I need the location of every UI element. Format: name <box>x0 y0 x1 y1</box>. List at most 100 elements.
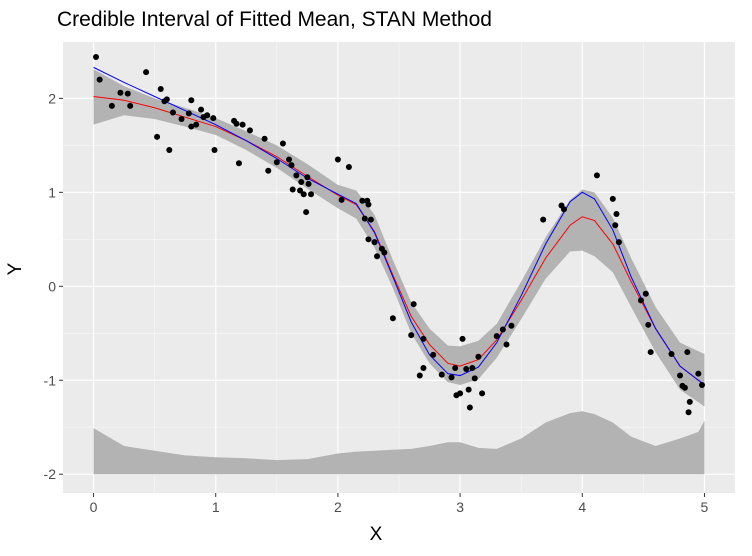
data-point <box>685 409 692 416</box>
fitted-mean-line <box>93 95 705 386</box>
data-point <box>448 374 455 381</box>
data-point <box>420 335 427 342</box>
data-point <box>289 186 296 193</box>
data-point <box>593 172 600 179</box>
data-point <box>124 90 131 97</box>
data-point <box>117 89 124 96</box>
x-tick-label: 5 <box>701 499 709 515</box>
data-point <box>686 398 693 405</box>
data-point <box>645 321 652 328</box>
data-point <box>615 239 622 246</box>
y-axis-ticks: -2 -1 0 1 2 <box>44 90 63 482</box>
data-point <box>613 210 620 217</box>
data-point <box>408 332 415 339</box>
data-point <box>365 236 372 243</box>
data-point <box>609 195 616 202</box>
x-tick-label: 4 <box>578 499 586 515</box>
data-point <box>463 365 470 372</box>
data-point <box>127 102 134 109</box>
y-tick-label: 0 <box>48 278 56 294</box>
data-point <box>416 372 423 379</box>
data-point <box>374 253 381 260</box>
x-tick-label: 0 <box>90 499 98 515</box>
data-point <box>457 390 464 397</box>
data-point <box>286 156 293 163</box>
grid-minor <box>63 42 735 493</box>
y-tick-label: 1 <box>48 184 56 200</box>
data-point <box>235 160 242 167</box>
data-point <box>540 216 547 223</box>
data-point <box>499 326 506 333</box>
data-point <box>261 135 268 142</box>
data-point <box>204 112 211 119</box>
series-lines-layer <box>93 66 705 386</box>
data-point <box>273 159 280 166</box>
data-point <box>612 222 619 229</box>
data-point <box>365 201 372 208</box>
data-point <box>293 172 300 179</box>
data-point <box>178 116 185 123</box>
data-point <box>367 216 374 223</box>
data-point <box>438 371 445 378</box>
data-point <box>338 196 345 203</box>
data-point <box>305 180 312 187</box>
data-point <box>233 120 240 127</box>
data-point <box>198 106 205 113</box>
data-point <box>308 191 315 198</box>
data-point <box>668 350 675 357</box>
data-point <box>265 167 272 174</box>
data-point <box>157 85 164 92</box>
data-point <box>359 197 366 204</box>
data-point <box>677 372 684 379</box>
data-point <box>560 206 567 213</box>
credible-band <box>93 69 705 407</box>
data-point <box>642 290 649 297</box>
credible-band-layer <box>93 69 705 407</box>
data-point <box>288 162 295 169</box>
data-point <box>303 209 310 216</box>
interval-width-layer <box>93 411 705 475</box>
data-point <box>300 191 307 198</box>
data-point <box>304 174 311 181</box>
data-point <box>637 297 644 304</box>
data-point <box>410 301 417 308</box>
data-point <box>193 121 200 128</box>
data-point <box>297 187 304 194</box>
data-point <box>345 163 352 170</box>
data-point <box>389 315 396 322</box>
data-point <box>334 156 341 163</box>
interval-width-area <box>93 411 705 475</box>
data-point <box>188 97 195 104</box>
data-point <box>361 215 368 222</box>
data-point <box>469 365 476 372</box>
data-point <box>503 341 510 348</box>
data-point <box>452 365 459 372</box>
data-point <box>684 349 691 356</box>
data-point <box>430 351 437 358</box>
y-tick-label: -1 <box>44 372 57 388</box>
chart-title: Credible Interval of Fitted Mean, STAN M… <box>57 8 492 31</box>
data-point <box>92 54 99 61</box>
data-point <box>96 76 103 83</box>
data-point <box>143 69 150 76</box>
true-mean-line <box>93 66 705 386</box>
data-point <box>154 133 161 140</box>
data-point <box>420 365 427 372</box>
data-point <box>185 110 192 117</box>
data-point <box>279 140 286 147</box>
data-point <box>298 178 305 185</box>
data-point <box>210 115 217 122</box>
data-point <box>108 102 115 109</box>
data-point <box>699 381 706 388</box>
data-point <box>471 375 478 382</box>
data-point <box>681 384 688 391</box>
x-axis-label: X <box>369 524 383 545</box>
y-tick-label: -2 <box>44 466 57 482</box>
x-axis-ticks: 0 1 2 3 4 5 <box>90 493 709 515</box>
data-point <box>211 147 218 154</box>
data-point <box>371 239 378 246</box>
data-point <box>188 123 195 130</box>
x-tick-label: 2 <box>334 499 342 515</box>
data-point <box>493 333 500 340</box>
